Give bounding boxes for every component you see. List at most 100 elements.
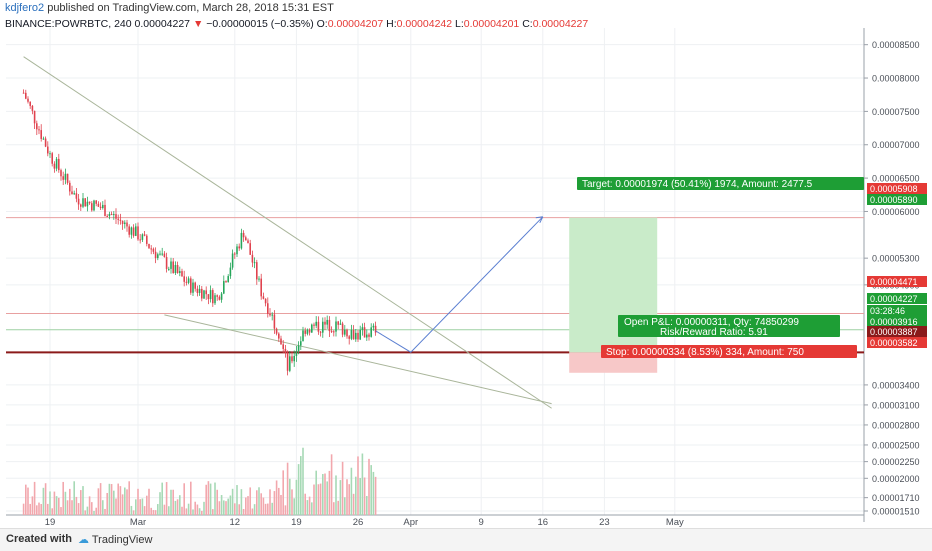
volume-bar (258, 487, 260, 515)
price-tick-label: 0.00002000 (872, 474, 920, 484)
candle-body (300, 341, 302, 346)
arrow-head-icon (535, 216, 544, 224)
time-tick-label: 19 (291, 517, 302, 528)
candle-body (216, 295, 218, 297)
rr-label: Risk/Reward Ratio: 5.91 (660, 327, 768, 338)
volume-bar (102, 500, 104, 515)
candle-body (315, 321, 317, 326)
volume-bar (214, 482, 216, 515)
volume-bar (121, 494, 124, 515)
tradingview-logo[interactable]: ☁ TradingView (78, 533, 152, 546)
candle-body (185, 281, 188, 283)
pnl-label: Open P&L: 0.00000311, Qty: 74850299 (624, 317, 799, 328)
volume-bar (139, 499, 141, 515)
candle-body (150, 248, 152, 250)
candle-body (260, 278, 262, 297)
volume-bar (29, 503, 31, 515)
volume-bar (69, 488, 71, 515)
candle-body (258, 278, 260, 280)
volume-bar (135, 499, 137, 515)
candle-body (212, 290, 214, 304)
price-tick-label: 0.00008500 (872, 40, 920, 50)
candle-body (350, 330, 353, 339)
volume-bar (227, 498, 229, 515)
price-tick-label: 0.00005300 (872, 254, 920, 264)
volume-bar (313, 484, 315, 515)
candle-body (335, 321, 337, 332)
volume-bar (322, 474, 324, 515)
candle-body (71, 191, 73, 195)
volume-bar (293, 498, 295, 515)
candle-body (60, 170, 62, 177)
candle-body (295, 350, 298, 356)
price-tick-label: 0.00002250 (872, 457, 920, 467)
volume-bar (344, 497, 346, 515)
volume-bar (326, 481, 328, 515)
volume-bar (80, 490, 82, 515)
volume-bar (297, 464, 300, 515)
trend-line (164, 314, 552, 405)
volume-bar (350, 467, 353, 515)
volume-bar (84, 510, 86, 515)
candle-body (234, 253, 236, 255)
symbol-label[interactable]: BINANCE:POWRBTC, 240 (5, 18, 132, 30)
high-label: H: (386, 18, 397, 30)
candle-body (207, 294, 210, 300)
candle-body (58, 158, 60, 171)
candle-body (168, 268, 170, 270)
candle-body (227, 276, 229, 283)
volume-bar (240, 489, 243, 515)
candle-body (66, 173, 69, 183)
volume-bar (99, 483, 102, 515)
candle-body (344, 329, 346, 335)
volume-bar (289, 478, 291, 515)
volume-bar (179, 495, 181, 515)
created-with-text: Created with (6, 533, 73, 545)
candle-body (201, 288, 203, 299)
volume-bar (339, 480, 342, 515)
volume-bar (159, 492, 161, 515)
down-arrow-icon: ▼ (192, 18, 204, 30)
price-marker (867, 293, 927, 304)
price-chart[interactable]: Target: 0.00001974 (50.41%) 1974, Amount… (0, 0, 932, 528)
candle-body (75, 193, 78, 199)
volume-bar (333, 502, 335, 515)
candle-body (366, 334, 368, 338)
volume-bar (363, 477, 366, 515)
candle-body (319, 331, 322, 333)
volume-bar (251, 508, 254, 515)
volume-bar (31, 496, 34, 515)
volume-bar (60, 507, 62, 515)
volume-bar (223, 500, 225, 515)
volume-bar (36, 505, 38, 515)
volume-bar (185, 508, 188, 515)
candle-body (95, 200, 97, 204)
candlesticks (22, 89, 377, 376)
time-tick-label: 9 (479, 517, 484, 528)
volume-bar (359, 478, 361, 515)
low-value: 0.00004201 (463, 18, 520, 30)
candle-body (42, 138, 45, 140)
candle-body (308, 329, 311, 333)
candle-body (267, 303, 269, 314)
candle-body (119, 219, 122, 221)
candle-body (324, 321, 326, 325)
volume-bar (66, 500, 69, 515)
candle-body (82, 198, 84, 207)
time-tick-label: Apr (403, 517, 418, 528)
author-name[interactable]: kdjfero2 (5, 2, 45, 14)
candle-body (88, 201, 91, 204)
volume-bar (124, 487, 126, 515)
candle-body (304, 330, 306, 334)
candle-body (77, 198, 80, 205)
candle-body (146, 235, 148, 244)
candle-body (124, 222, 126, 225)
published-text: published on TradingView.com, March 28, … (44, 2, 334, 14)
candle-body (110, 214, 113, 216)
volume-bar (58, 497, 60, 515)
brand-name: TradingView (91, 534, 153, 546)
price-marker-label: 0.00005908 (870, 184, 918, 194)
volume-bar (346, 479, 348, 515)
volume-bar (22, 503, 25, 515)
candle-body (337, 321, 339, 325)
